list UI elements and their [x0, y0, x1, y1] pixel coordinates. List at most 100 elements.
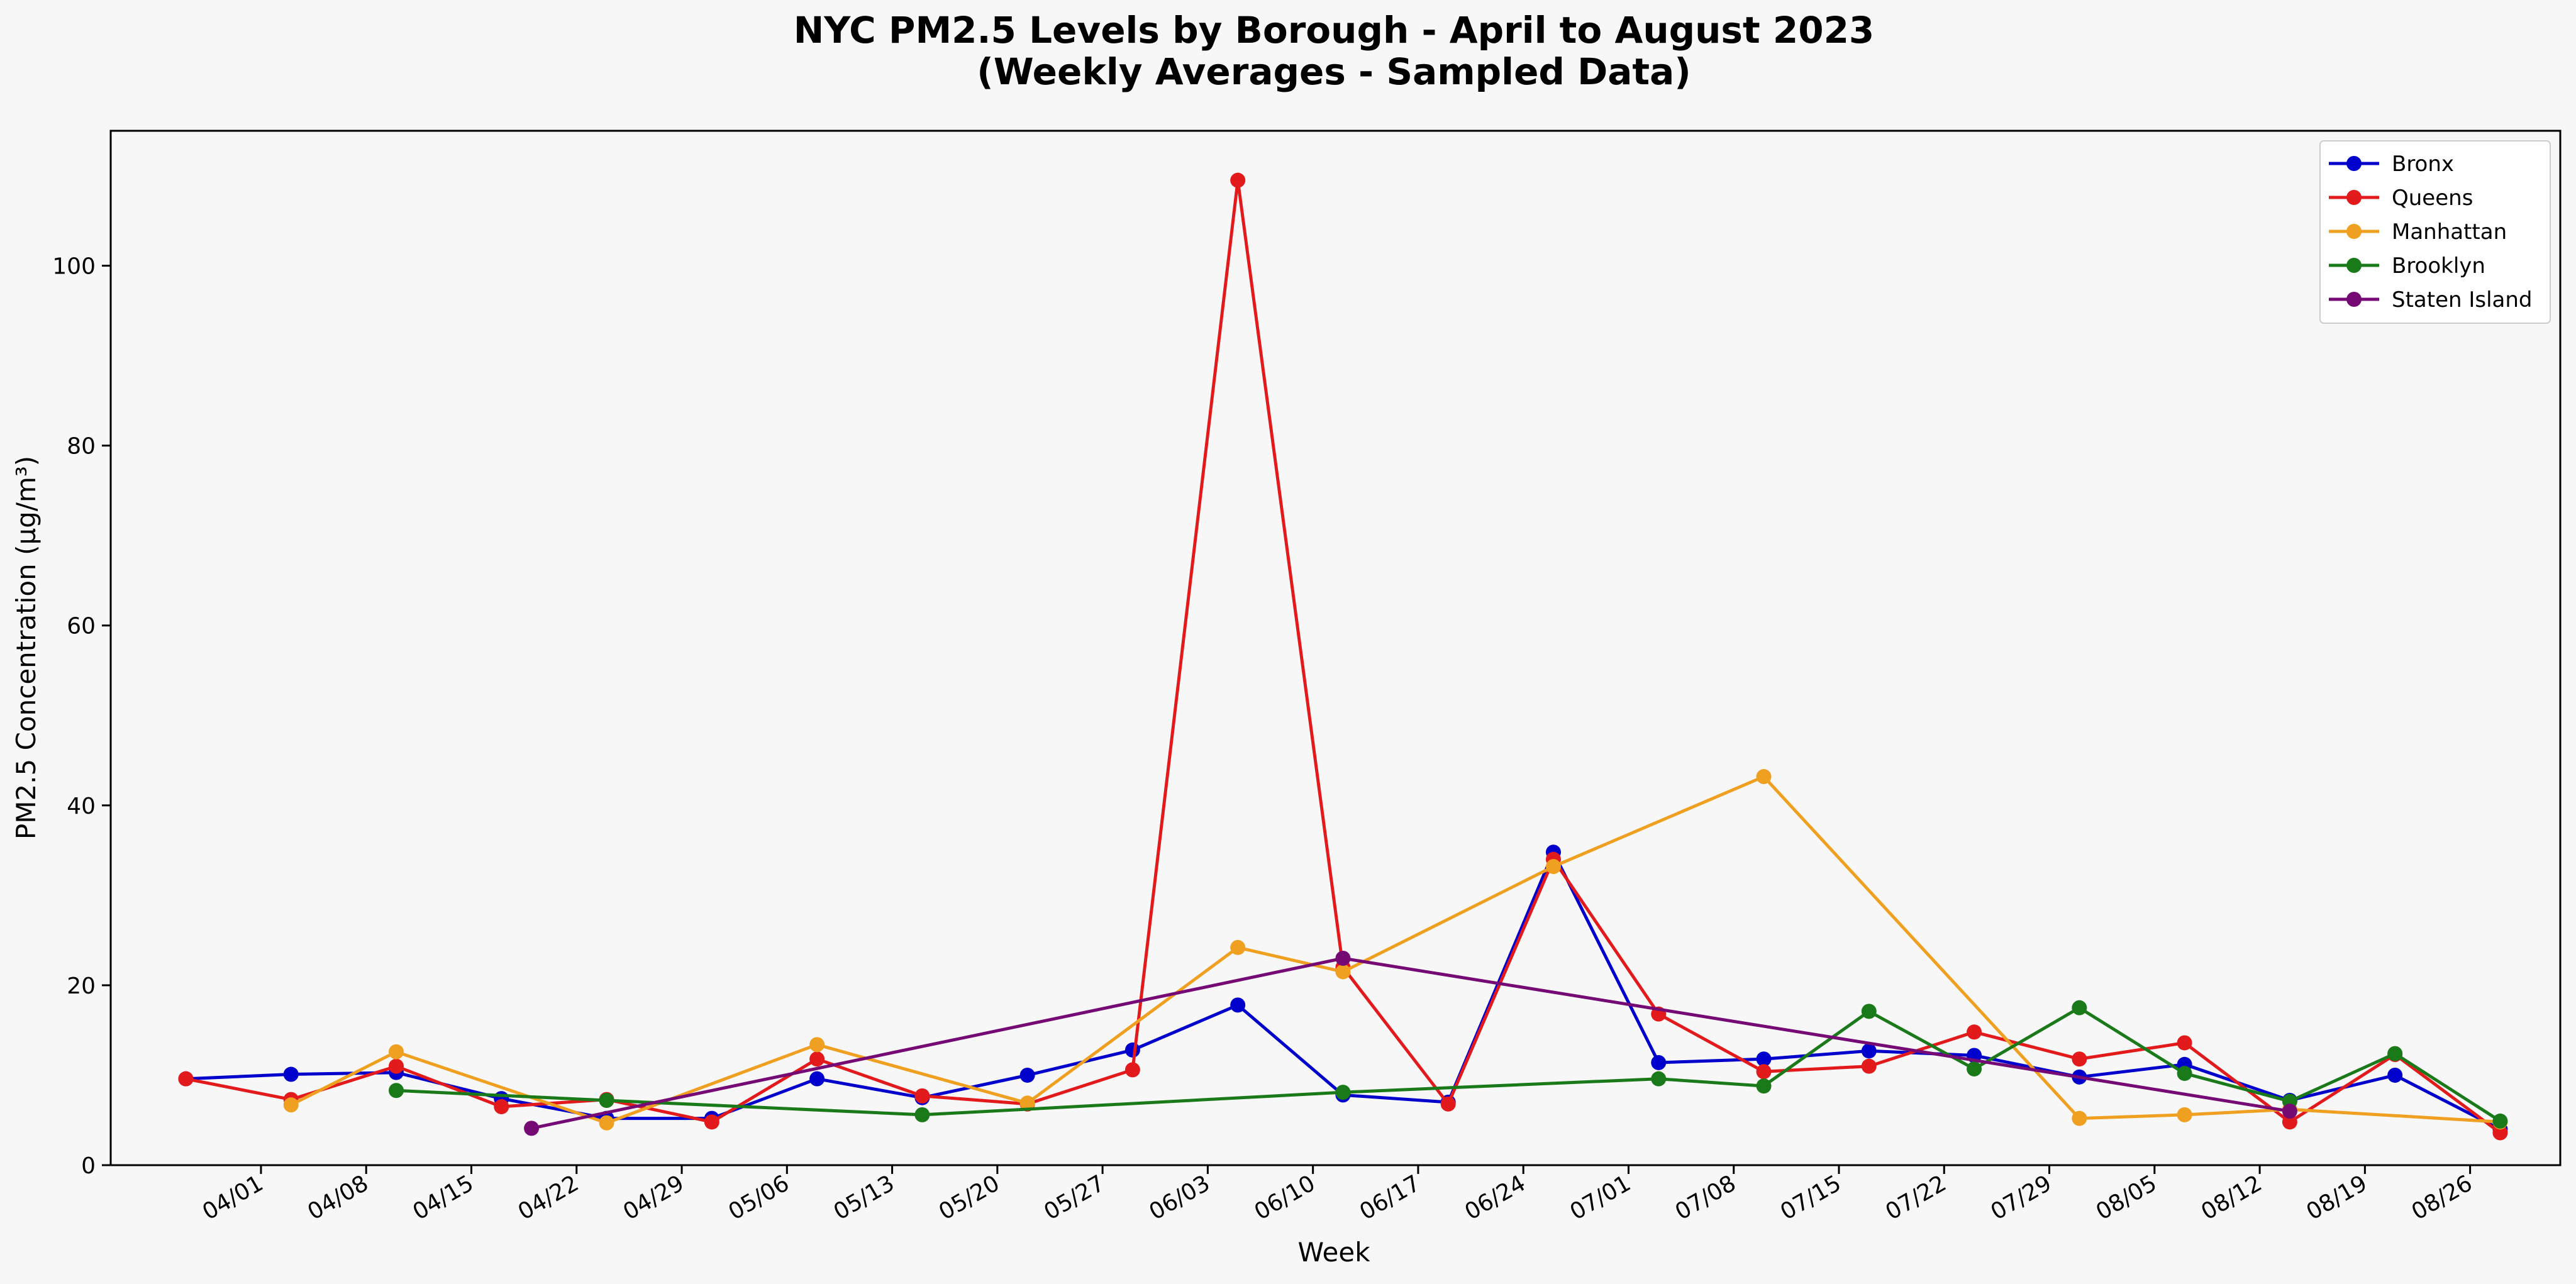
data-point-bronx: [1651, 1054, 1667, 1070]
x-tick-label: 04/08: [303, 1170, 372, 1225]
data-point-brooklyn: [389, 1083, 404, 1099]
data-point-manhattan: [1756, 769, 1772, 785]
data-point-bronx: [1861, 1043, 1877, 1059]
data-point-manhattan: [599, 1115, 614, 1131]
legend-marker-brooklyn: [2346, 258, 2362, 273]
data-point-brooklyn: [1756, 1078, 1772, 1094]
data-point-brooklyn: [1967, 1061, 1982, 1076]
data-point-brooklyn: [1651, 1071, 1667, 1087]
plot-area: [109, 130, 2562, 1166]
data-point-queens: [2282, 1114, 2297, 1130]
data-point-queens: [914, 1088, 930, 1104]
y-axis: 0 20 40 60 80 100: [52, 254, 111, 1179]
data-point-queens: [389, 1058, 404, 1074]
data-point-bronx: [1756, 1051, 1772, 1067]
data-point-bronx: [2387, 1067, 2403, 1083]
data-point-queens: [1861, 1058, 1877, 1074]
data-point-manhattan: [283, 1097, 299, 1113]
data-point-bronx: [1124, 1042, 1140, 1058]
legend-marker-staten-island: [2346, 292, 2362, 307]
data-point-manhattan: [2177, 1107, 2192, 1122]
legend-label-queens: Queens: [2392, 185, 2473, 211]
data-point-brooklyn: [914, 1107, 930, 1122]
x-tick-label: 07/15: [1776, 1170, 1845, 1225]
data-point-staten-island: [1335, 951, 1351, 966]
data-point-queens: [178, 1071, 194, 1087]
x-tick-label: 08/26: [2407, 1170, 2477, 1225]
x-axis: 04/01 04/08 04/15 04/22 04/29 05/06 05/13 05/20…: [198, 1165, 2477, 1226]
chart-title: NYC PM2.5 Levels by Borough - April to A…: [794, 9, 1875, 52]
data-point-bronx: [283, 1066, 299, 1082]
legend-label-manhattan: Manhattan: [2392, 219, 2507, 245]
data-point-queens: [2177, 1035, 2192, 1051]
y-tick-label: 60: [67, 614, 96, 639]
legend: Bronx Queens Manhattan Brooklyn Staten Islan…: [2319, 140, 2551, 324]
x-tick-label: 04/01: [198, 1170, 267, 1225]
x-tick-label: 06/24: [1460, 1170, 1530, 1225]
legend-label-brooklyn: Brooklyn: [2392, 253, 2485, 279]
data-point-brooklyn: [599, 1093, 614, 1109]
legend-marker-manhattan: [2346, 224, 2362, 239]
legend-box: [2319, 140, 2551, 324]
data-point-manhattan: [1230, 939, 1246, 955]
data-point-queens: [809, 1051, 825, 1067]
chart-subtitle: (Weekly Averages - Sampled Data): [977, 50, 1691, 93]
x-tick-label: 05/20: [935, 1170, 1004, 1225]
data-point-manhattan: [1545, 859, 1561, 875]
y-tick-label: 40: [67, 794, 96, 819]
data-point-queens: [494, 1099, 509, 1115]
data-point-brooklyn: [1861, 1004, 1877, 1019]
data-point-manhattan: [2072, 1110, 2087, 1126]
data-point-manhattan: [809, 1037, 825, 1053]
data-point-staten-island: [2282, 1104, 2297, 1119]
legend-marker-queens: [2346, 190, 2362, 205]
data-point-queens: [1124, 1062, 1140, 1078]
data-point-bronx: [1230, 997, 1246, 1013]
x-tick-label: 06/03: [1145, 1170, 1214, 1225]
y-axis-label: PM2.5 Concentration (µg/m³): [11, 456, 42, 839]
data-point-queens: [1756, 1064, 1772, 1080]
x-tick-label: 07/29: [1987, 1170, 2056, 1225]
x-tick-label: 06/17: [1355, 1170, 1424, 1225]
data-point-brooklyn: [2072, 1000, 2087, 1016]
data-point-manhattan: [389, 1044, 404, 1060]
y-tick-label: 80: [67, 434, 96, 460]
x-tick-label: 04/15: [409, 1170, 478, 1225]
x-tick-label: 06/10: [1250, 1170, 1319, 1225]
x-tick-label: 05/06: [724, 1170, 793, 1225]
x-tick-label: 08/12: [2197, 1170, 2266, 1225]
data-point-brooklyn: [2492, 1113, 2508, 1129]
data-point-queens: [2492, 1125, 2508, 1141]
y-tick-label: 100: [52, 254, 96, 280]
x-tick-label: 07/22: [1881, 1170, 1950, 1225]
y-tick-label: 0: [81, 1153, 96, 1179]
data-point-bronx: [809, 1071, 825, 1087]
x-tick-label: 04/29: [619, 1170, 688, 1225]
x-tick-label: 04/22: [514, 1170, 583, 1225]
series-group: [178, 172, 2508, 1141]
x-tick-label: 05/13: [830, 1170, 899, 1225]
x-tick-label: 07/01: [1566, 1170, 1635, 1225]
legend-label-staten-island: Staten Island: [2392, 287, 2533, 313]
data-point-manhattan: [1335, 964, 1351, 980]
y-tick-label: 20: [67, 973, 96, 999]
series-staten-island: [524, 951, 2297, 1136]
data-point-staten-island: [524, 1121, 540, 1136]
x-tick-label: 08/19: [2302, 1170, 2372, 1225]
data-point-brooklyn: [2387, 1046, 2403, 1061]
data-point-queens: [1230, 172, 1246, 188]
x-tick-label: 05/27: [1040, 1170, 1109, 1225]
data-point-queens: [1967, 1024, 1982, 1040]
data-point-queens: [1440, 1096, 1456, 1112]
data-point-bronx: [1019, 1067, 1035, 1083]
data-point-manhattan: [1019, 1095, 1035, 1111]
data-point-queens: [704, 1114, 719, 1130]
legend-marker-bronx: [2346, 156, 2362, 171]
x-tick-label: 07/08: [1671, 1170, 1740, 1225]
data-point-queens: [2072, 1051, 2087, 1067]
x-axis-label: Week: [1297, 1237, 1370, 1268]
legend-label-bronx: Bronx: [2392, 152, 2454, 177]
data-point-brooklyn: [1335, 1085, 1351, 1100]
x-tick-label: 08/05: [2092, 1170, 2161, 1225]
